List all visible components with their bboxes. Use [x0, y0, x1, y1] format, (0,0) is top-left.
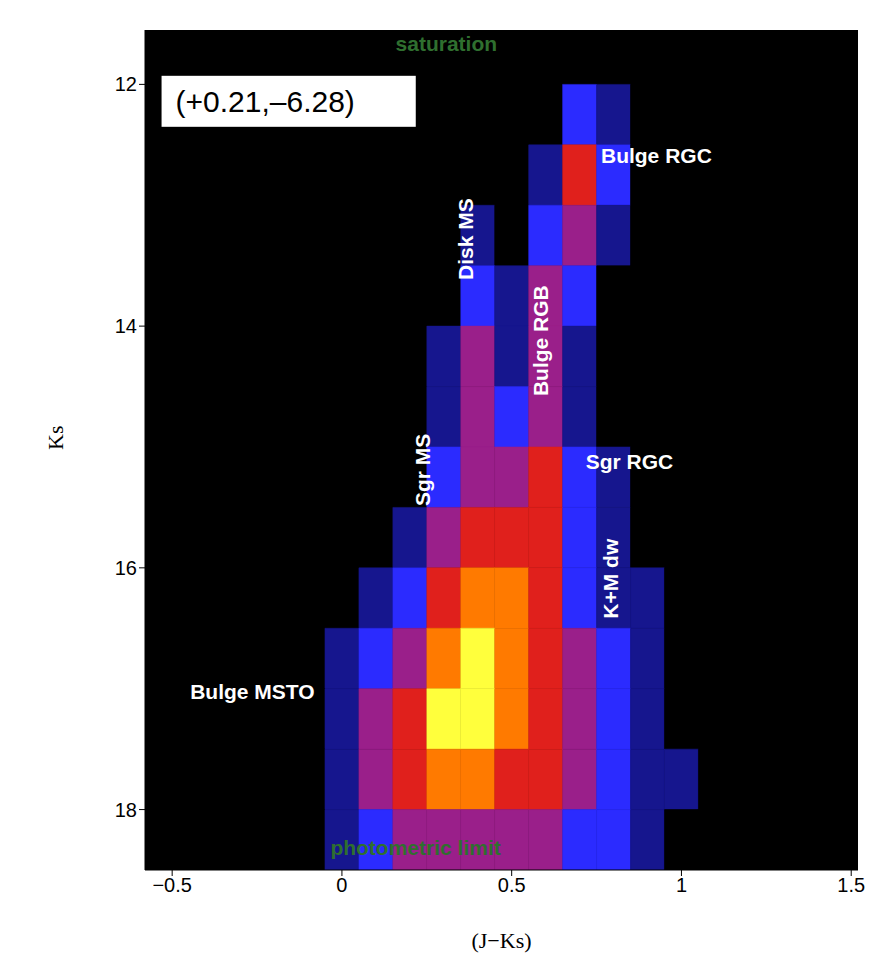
svg-text:(J−Ks): (J−Ks)	[471, 928, 531, 953]
svg-text:16: 16	[115, 557, 137, 579]
svg-text:saturation: saturation	[396, 32, 498, 55]
svg-text:Sgr RGC: Sgr RGC	[586, 450, 674, 473]
svg-text:K+M dw: K+M dw	[599, 538, 622, 619]
svg-text:Sgr MS: Sgr MS	[411, 434, 434, 506]
svg-text:14: 14	[115, 315, 137, 337]
svg-text:12: 12	[115, 73, 137, 95]
svg-text:Ks: Ks	[43, 426, 68, 450]
svg-text:Bulge RGC: Bulge RGC	[601, 144, 712, 167]
svg-text:1: 1	[676, 874, 687, 896]
svg-text:0: 0	[336, 874, 347, 896]
svg-text:0.5: 0.5	[498, 874, 526, 896]
svg-text:−0.5: −0.5	[152, 874, 191, 896]
svg-text:Disk MS: Disk MS	[454, 198, 477, 280]
svg-text:(+0.21,–6.28): (+0.21,–6.28)	[176, 85, 355, 118]
svg-text:18: 18	[115, 799, 137, 821]
svg-text:Bulge MSTO: Bulge MSTO	[190, 680, 314, 703]
svg-text:1.5: 1.5	[837, 874, 865, 896]
svg-text:Bulge RGB: Bulge RGB	[529, 285, 552, 396]
svg-text:photometric limit: photometric limit	[330, 836, 500, 859]
